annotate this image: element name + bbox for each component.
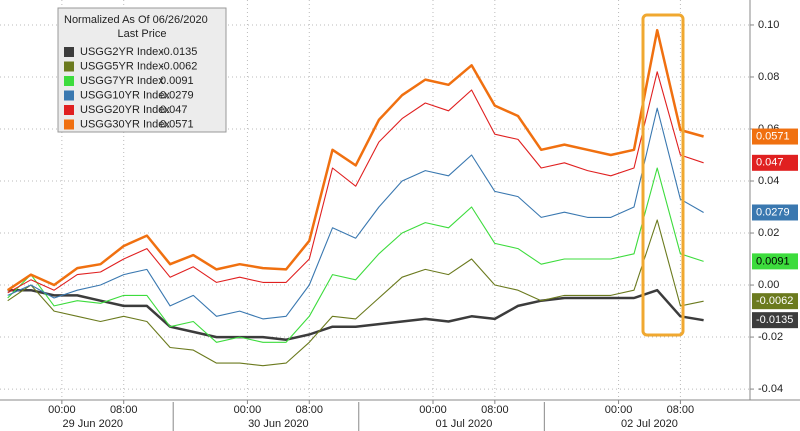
legend-value: -0.0062	[160, 60, 197, 72]
series-line	[7, 167, 704, 343]
value-label: 0.0571	[756, 130, 790, 142]
series-line	[7, 28, 704, 292]
legend-swatch	[64, 119, 74, 130]
value-label: 0.047	[756, 157, 784, 169]
legend-subtitle: Last Price	[118, 28, 167, 40]
x-tick-label: 00:00	[605, 404, 633, 416]
series-line	[7, 219, 704, 367]
legend-label: USGG20YR Index	[80, 104, 170, 116]
x-tick-label: 08:00	[667, 404, 695, 416]
legend-swatch	[64, 90, 74, 101]
legend-label: USGG2YR Index	[80, 46, 164, 58]
date-label: 02 Jul 2020	[621, 418, 678, 430]
value-label-box	[752, 204, 798, 221]
y-tick-label: 0.08	[758, 71, 779, 83]
legend-value: -0.0135	[160, 46, 197, 58]
x-tick-label: 08:00	[110, 404, 138, 416]
series-line	[7, 288, 704, 341]
legend-label: USGG30YR Index	[80, 118, 170, 130]
value-label-box	[752, 128, 798, 145]
legend-value: 0.0091	[160, 75, 194, 87]
legend-label: USGG10YR Index	[80, 89, 170, 101]
legend-value: 0.047	[160, 104, 188, 116]
x-tick-label: 08:00	[296, 404, 324, 416]
x-tick-label: 00:00	[419, 404, 447, 416]
legend-swatch	[64, 61, 74, 72]
plot-area	[0, 0, 750, 400]
date-label: 30 Jun 2020	[248, 418, 309, 430]
legend-value: 0.0279	[160, 89, 194, 101]
series-line	[7, 107, 704, 320]
value-label: 0.0279	[756, 206, 790, 218]
y-tick-label: 0.02	[758, 227, 779, 239]
y-tick-label: -0.04	[758, 383, 783, 395]
legend-swatch	[64, 47, 74, 57]
legend-box	[57, 7, 227, 133]
date-label: 29 Jun 2020	[63, 418, 124, 430]
highlight-box	[641, 13, 685, 337]
legend-swatch	[64, 105, 74, 115]
legend: Normalized As Of 06/26/2020 Last Price U…	[57, 7, 227, 133]
legend-label: USGG5YR Index	[80, 60, 164, 72]
legend-value: 0.0571	[160, 118, 194, 130]
y-tick-label: 0.10	[758, 19, 779, 31]
legend-swatch	[64, 76, 74, 86]
x-tick-label: 00:00	[48, 404, 76, 416]
value-label-box	[752, 312, 798, 329]
legend-title: Normalized As Of 06/26/2020	[64, 14, 208, 26]
y-tick-label: 0.04	[758, 175, 779, 187]
value-label-box	[752, 154, 798, 171]
y-tick-label: -0.02	[758, 331, 783, 343]
x-tick-label: 00:00	[234, 404, 262, 416]
legend-label: USGG7YR Index	[80, 75, 164, 87]
value-label: -0.0062	[756, 295, 793, 307]
y-tick-label: 0.00	[758, 279, 779, 291]
date-label: 01 Jul 2020	[435, 418, 492, 430]
value-label: 0.0091	[756, 255, 790, 267]
value-label-box	[752, 293, 798, 310]
series-line	[7, 71, 704, 294]
value-label-box	[752, 253, 798, 270]
x-tick-label: 08:00	[481, 404, 509, 416]
value-label: -0.0135	[756, 314, 793, 326]
